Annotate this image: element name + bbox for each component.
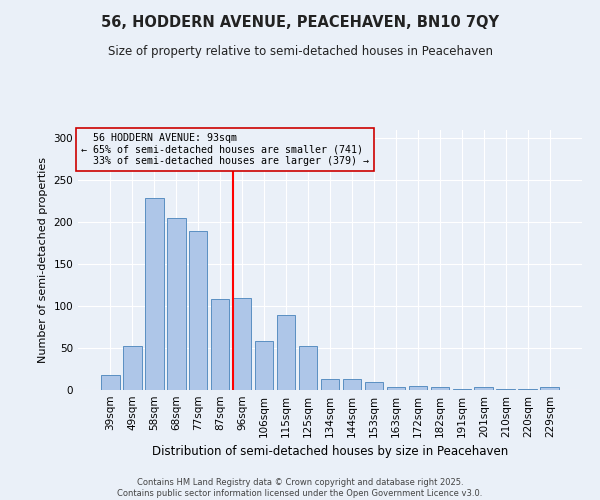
Text: Size of property relative to semi-detached houses in Peacehaven: Size of property relative to semi-detach… xyxy=(107,45,493,58)
Text: 56, HODDERN AVENUE, PEACEHAVEN, BN10 7QY: 56, HODDERN AVENUE, PEACEHAVEN, BN10 7QY xyxy=(101,15,499,30)
Bar xyxy=(518,389,537,390)
X-axis label: Distribution of semi-detached houses by size in Peacehaven: Distribution of semi-detached houses by … xyxy=(152,446,508,458)
Text: Contains HM Land Registry data © Crown copyright and database right 2025.
Contai: Contains HM Land Registry data © Crown c… xyxy=(118,478,482,498)
Bar xyxy=(145,198,164,390)
Bar xyxy=(123,346,142,390)
Bar xyxy=(189,232,208,390)
Bar xyxy=(365,382,383,390)
Bar xyxy=(386,386,405,390)
Bar xyxy=(101,375,119,390)
Bar xyxy=(255,342,274,390)
Bar xyxy=(320,379,340,390)
Text: 56 HODDERN AVENUE: 93sqm
← 65% of semi-detached houses are smaller (741)
  33% o: 56 HODDERN AVENUE: 93sqm ← 65% of semi-d… xyxy=(80,132,368,166)
Y-axis label: Number of semi-detached properties: Number of semi-detached properties xyxy=(38,157,48,363)
Bar xyxy=(541,388,559,390)
Bar xyxy=(211,300,229,390)
Bar xyxy=(167,218,185,390)
Bar xyxy=(343,379,361,390)
Bar xyxy=(409,386,427,390)
Bar xyxy=(277,314,295,390)
Bar xyxy=(233,298,251,390)
Bar xyxy=(452,389,471,390)
Bar xyxy=(496,389,515,390)
Bar xyxy=(299,346,317,390)
Bar xyxy=(475,388,493,390)
Bar xyxy=(431,386,449,390)
